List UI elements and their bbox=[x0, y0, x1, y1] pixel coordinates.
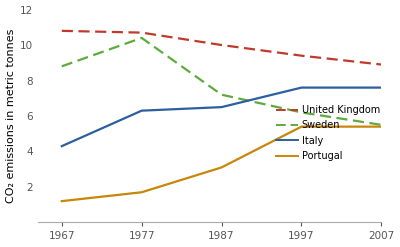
Portugal bbox=[139, 191, 144, 194]
Sweden bbox=[379, 123, 384, 126]
Portugal bbox=[59, 200, 64, 203]
Portugal bbox=[379, 125, 384, 128]
Sweden bbox=[139, 37, 144, 40]
Sweden bbox=[59, 65, 64, 68]
Italy bbox=[139, 109, 144, 112]
Portugal bbox=[219, 166, 224, 169]
United Kingdom bbox=[59, 29, 64, 32]
Line: Sweden: Sweden bbox=[62, 38, 381, 125]
Italy bbox=[379, 86, 384, 89]
United Kingdom bbox=[139, 31, 144, 34]
Line: Italy: Italy bbox=[62, 88, 381, 146]
Italy bbox=[299, 86, 304, 89]
Sweden bbox=[219, 93, 224, 96]
United Kingdom bbox=[299, 54, 304, 57]
Legend: United Kingdom, Sweden, Italy, Portugal: United Kingdom, Sweden, Italy, Portugal bbox=[276, 105, 380, 161]
Portugal bbox=[299, 125, 304, 128]
United Kingdom bbox=[219, 43, 224, 46]
Sweden bbox=[299, 111, 304, 114]
Italy bbox=[59, 145, 64, 148]
United Kingdom bbox=[379, 63, 384, 66]
Y-axis label: CO₂ emissions in metric tonnes: CO₂ emissions in metric tonnes bbox=[6, 29, 16, 203]
Line: United Kingdom: United Kingdom bbox=[62, 31, 381, 64]
Italy bbox=[219, 106, 224, 109]
Line: Portugal: Portugal bbox=[62, 127, 381, 201]
